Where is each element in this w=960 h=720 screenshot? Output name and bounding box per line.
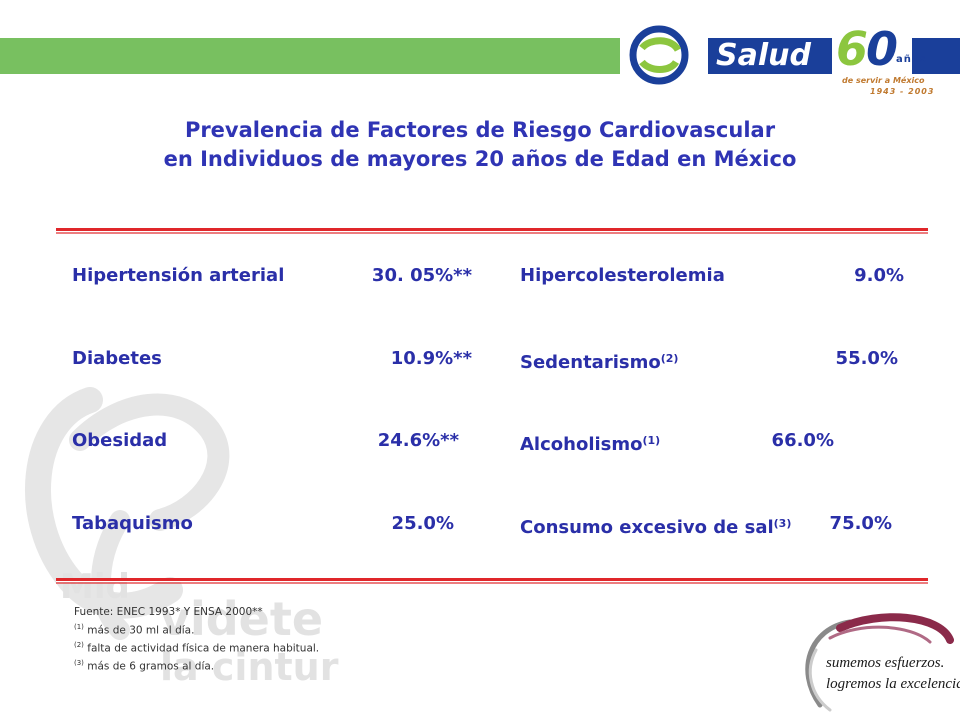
factor-label: Hipertensión arterial — [72, 265, 285, 286]
salud-logo-icon — [629, 25, 689, 85]
factor-value: 9.0% — [854, 265, 904, 286]
watermark-line2: videte — [160, 592, 323, 646]
factor-label: Sedentarismo(2) — [520, 348, 678, 374]
factor-label-text: Hipercolesterolemia — [520, 265, 725, 286]
factor-label-text: Sedentarismo — [520, 352, 661, 373]
factor-value: 25.0% — [391, 513, 454, 534]
page-title-line1: Prevalencia de Factores de Riesgo Cardio… — [184, 118, 776, 142]
factor-label-text: Consumo excesivo de sal — [520, 517, 774, 538]
footnote-source: Fuente: ENEC 1993* Y ENSA 2000** — [74, 606, 263, 618]
factor-value: 55.0% — [835, 348, 898, 369]
footnote-2: (2) falta de actividad física de manera … — [74, 638, 319, 656]
footnote-ref: (2) — [660, 352, 679, 365]
footnote-3-mark: (3) — [74, 658, 84, 667]
factor-label: Tabaquismo — [72, 513, 193, 534]
slogan-swirl-icon — [805, 613, 954, 712]
footnote-1-mark: (1) — [74, 622, 84, 631]
anniversary-number: 60 — [836, 22, 898, 76]
factor-label: Diabetes — [72, 348, 162, 369]
anniversary-backdrop — [832, 26, 912, 76]
footnote-2-mark: (2) — [74, 640, 84, 649]
anniversary-tagline: de servir a México — [842, 76, 925, 85]
footnote-1-text: más de 30 ml al día. — [83, 624, 195, 636]
anniversary-anos: años — [896, 54, 927, 65]
bottom-divider — [56, 578, 928, 584]
page-title-line2: en Individuos de mayores 20 años de Edad… — [163, 147, 797, 171]
slogan-line1: sumemos esfuerzos. — [826, 655, 945, 671]
factor-value: 66.0% — [771, 430, 834, 451]
factor-value: 30. 05%** — [371, 265, 472, 286]
footnote-3-text: más de 6 gramos al día. — [83, 660, 215, 672]
logo-brand: Salud — [716, 38, 811, 73]
factor-label-text: Alcoholismo — [520, 434, 643, 455]
factor-value: 10.9%** — [390, 348, 472, 369]
footnote-2-text: falta de actividad física de manera habi… — [83, 642, 320, 654]
factor-label: Alcoholismo(1) — [520, 430, 660, 456]
factor-label: Obesidad — [72, 430, 168, 451]
top-divider — [56, 228, 928, 234]
logo-blue-panel — [700, 38, 960, 74]
footnote-3: (3) más de 6 gramos al día. — [74, 656, 319, 674]
anniversary-digit: 6 — [836, 22, 868, 76]
watermark-line1: Mid — [60, 567, 130, 607]
factor-value: 24.6%** — [377, 430, 459, 451]
slogan-line2: logremos la excelencia... — [826, 676, 960, 692]
footnote-1: (1) más de 30 ml al día. — [74, 620, 319, 638]
anniversary-years: 1943 - 2003 — [870, 87, 935, 96]
background-watermark: Mid videte la cintura — [25, 387, 340, 689]
factor-label: Hipercolesterolemia — [520, 265, 725, 287]
footnote-ref: (1) — [642, 434, 661, 447]
footnote-ref: (3) — [773, 517, 792, 530]
factor-label: Consumo excesivo de sal(3) — [520, 513, 791, 539]
factor-value: 75.0% — [829, 513, 892, 534]
watermark-line3: la cintura — [160, 645, 340, 689]
anniversary-ring: 0 — [866, 22, 898, 76]
footnotes: Fuente: ENEC 1993* Y ENSA 2000** (1) más… — [74, 605, 319, 674]
